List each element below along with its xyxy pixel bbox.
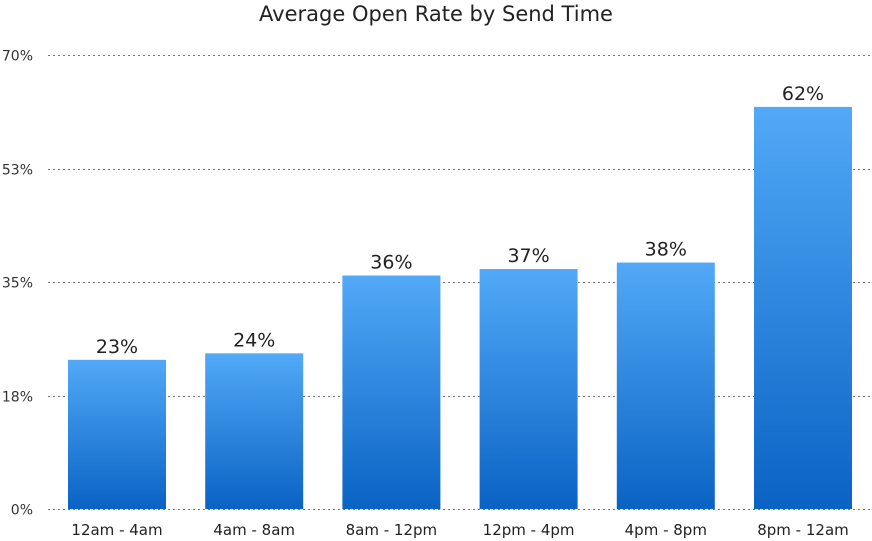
bar xyxy=(205,353,304,509)
x-tick-label: 8pm - 12am xyxy=(757,521,849,539)
y-axis-ticks: 0% 18% 35% 53% 70% xyxy=(2,49,33,519)
chart-title: Average Open Rate by Send Time xyxy=(259,2,613,26)
y-tick-label: 18% xyxy=(2,390,33,406)
data-label: 23% xyxy=(96,336,138,358)
x-tick-label: 4pm - 8pm xyxy=(625,521,707,539)
bars xyxy=(68,106,852,509)
y-tick-label: 0% xyxy=(11,503,33,519)
data-label: 36% xyxy=(370,252,412,274)
gridlines xyxy=(48,55,872,510)
data-label: 37% xyxy=(507,245,549,267)
x-axis-ticks: 12am - 4am 4am - 8am 8am - 12pm 12pm - 4pm 4… xyxy=(71,521,848,539)
data-label: 62% xyxy=(782,83,824,105)
data-label: 38% xyxy=(645,239,687,261)
x-tick-label: 12pm - 4pm xyxy=(483,521,575,539)
data-label: 24% xyxy=(233,329,275,351)
bar xyxy=(342,275,441,509)
bar xyxy=(754,106,852,509)
bar xyxy=(616,262,715,509)
y-tick-label: 35% xyxy=(2,276,33,292)
data-labels: 23% 24% 36% 37% 38% 62% xyxy=(96,83,824,358)
bar xyxy=(68,359,166,509)
y-tick-label: 70% xyxy=(2,49,33,65)
x-tick-label: 8am - 12pm xyxy=(346,521,438,539)
bar xyxy=(479,269,578,509)
x-tick-label: 12am - 4am xyxy=(71,521,162,539)
x-tick-label: 4am - 8am xyxy=(213,521,295,539)
y-tick-label: 53% xyxy=(2,163,33,179)
